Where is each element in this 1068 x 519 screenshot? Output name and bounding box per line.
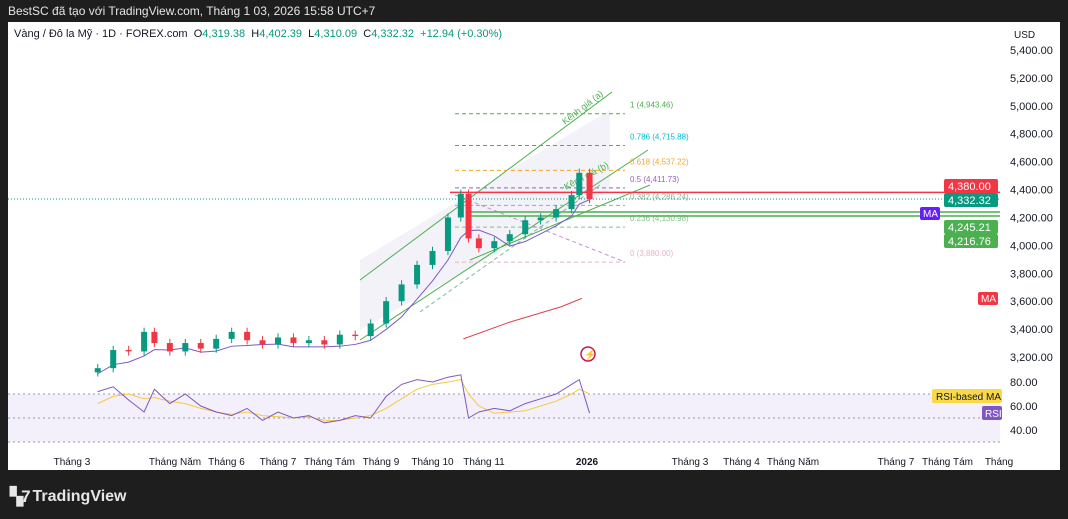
low-value: 4,310.09 <box>314 28 358 40</box>
open-value: 4,319.38 <box>202 28 246 40</box>
attribution-text: BestSC đã tạo với TradingView.com, Tháng… <box>8 4 376 18</box>
high-value: 4,402.39 <box>259 28 303 40</box>
change-value: +12.94 (+0.30%) <box>420 28 503 40</box>
chart-panel[interactable] <box>8 22 1060 470</box>
tradingview-logo-icon: ▚7 <box>10 487 30 506</box>
close-value: 4,332.32 <box>371 28 415 40</box>
tradingview-logo: ▚7 TradingView <box>10 487 127 506</box>
symbol-legend: Vàng / Đô la Mỹ · 1D · FOREX.com O4,319.… <box>14 28 503 40</box>
symbol-name: Vàng / Đô la Mỹ · 1D · FOREX.com <box>14 28 188 40</box>
